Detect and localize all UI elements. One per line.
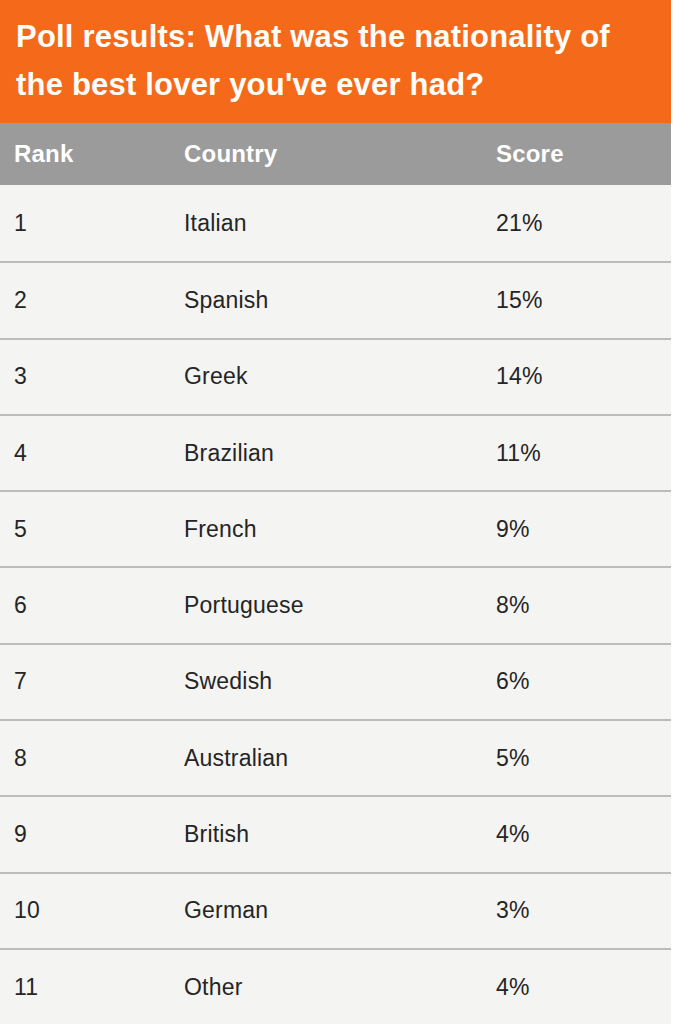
country-cell: Swedish bbox=[184, 668, 496, 695]
column-header-rank: Rank bbox=[14, 140, 184, 168]
country-cell: Spanish bbox=[184, 287, 496, 314]
score-cell: 4% bbox=[496, 821, 671, 848]
score-cell: 9% bbox=[496, 516, 671, 543]
rank-cell: 2 bbox=[14, 287, 184, 314]
rank-cell: 9 bbox=[14, 821, 184, 848]
table-row: 1 Italian 21% bbox=[0, 185, 671, 261]
country-cell: Portuguese bbox=[184, 592, 496, 619]
score-cell: 15% bbox=[496, 287, 671, 314]
rank-cell: 10 bbox=[14, 897, 184, 924]
rank-cell: 3 bbox=[14, 363, 184, 390]
table-header-row: Rank Country Score bbox=[0, 123, 671, 185]
rank-cell: 5 bbox=[14, 516, 184, 543]
table-row: 7 Swedish 6% bbox=[0, 643, 671, 719]
poll-results-card: Poll results: What was the nationality o… bbox=[0, 0, 671, 1024]
country-cell: Greek bbox=[184, 363, 496, 390]
poll-title: Poll results: What was the nationality o… bbox=[16, 13, 651, 109]
score-cell: 8% bbox=[496, 592, 671, 619]
poll-header: Poll results: What was the nationality o… bbox=[0, 0, 671, 123]
score-cell: 3% bbox=[496, 897, 671, 924]
country-cell: German bbox=[184, 897, 496, 924]
country-cell: Italian bbox=[184, 210, 496, 237]
score-cell: 5% bbox=[496, 745, 671, 772]
table-body: 1 Italian 21% 2 Spanish 15% 3 Greek 14% … bbox=[0, 185, 671, 1024]
rank-cell: 1 bbox=[14, 210, 184, 237]
table-row: 8 Australian 5% bbox=[0, 719, 671, 795]
table-row: 4 Brazilian 11% bbox=[0, 414, 671, 490]
table-row: 10 German 3% bbox=[0, 872, 671, 948]
column-header-score: Score bbox=[496, 140, 671, 168]
rank-cell: 7 bbox=[14, 668, 184, 695]
table-row: 2 Spanish 15% bbox=[0, 261, 671, 337]
score-cell: 21% bbox=[496, 210, 671, 237]
country-cell: British bbox=[184, 821, 496, 848]
table-row: 9 British 4% bbox=[0, 795, 671, 871]
score-cell: 11% bbox=[496, 440, 671, 467]
score-cell: 14% bbox=[496, 363, 671, 390]
table-row: 11 Other 4% bbox=[0, 948, 671, 1024]
table-row: 5 French 9% bbox=[0, 490, 671, 566]
table-row: 3 Greek 14% bbox=[0, 338, 671, 414]
rank-cell: 11 bbox=[14, 974, 184, 1001]
rank-cell: 8 bbox=[14, 745, 184, 772]
country-cell: Other bbox=[184, 974, 496, 1001]
country-cell: Australian bbox=[184, 745, 496, 772]
score-cell: 6% bbox=[496, 668, 671, 695]
column-header-country: Country bbox=[184, 140, 496, 168]
rank-cell: 6 bbox=[14, 592, 184, 619]
country-cell: Brazilian bbox=[184, 440, 496, 467]
rank-cell: 4 bbox=[14, 440, 184, 467]
table-row: 6 Portuguese 8% bbox=[0, 566, 671, 642]
score-cell: 4% bbox=[496, 974, 671, 1001]
country-cell: French bbox=[184, 516, 496, 543]
